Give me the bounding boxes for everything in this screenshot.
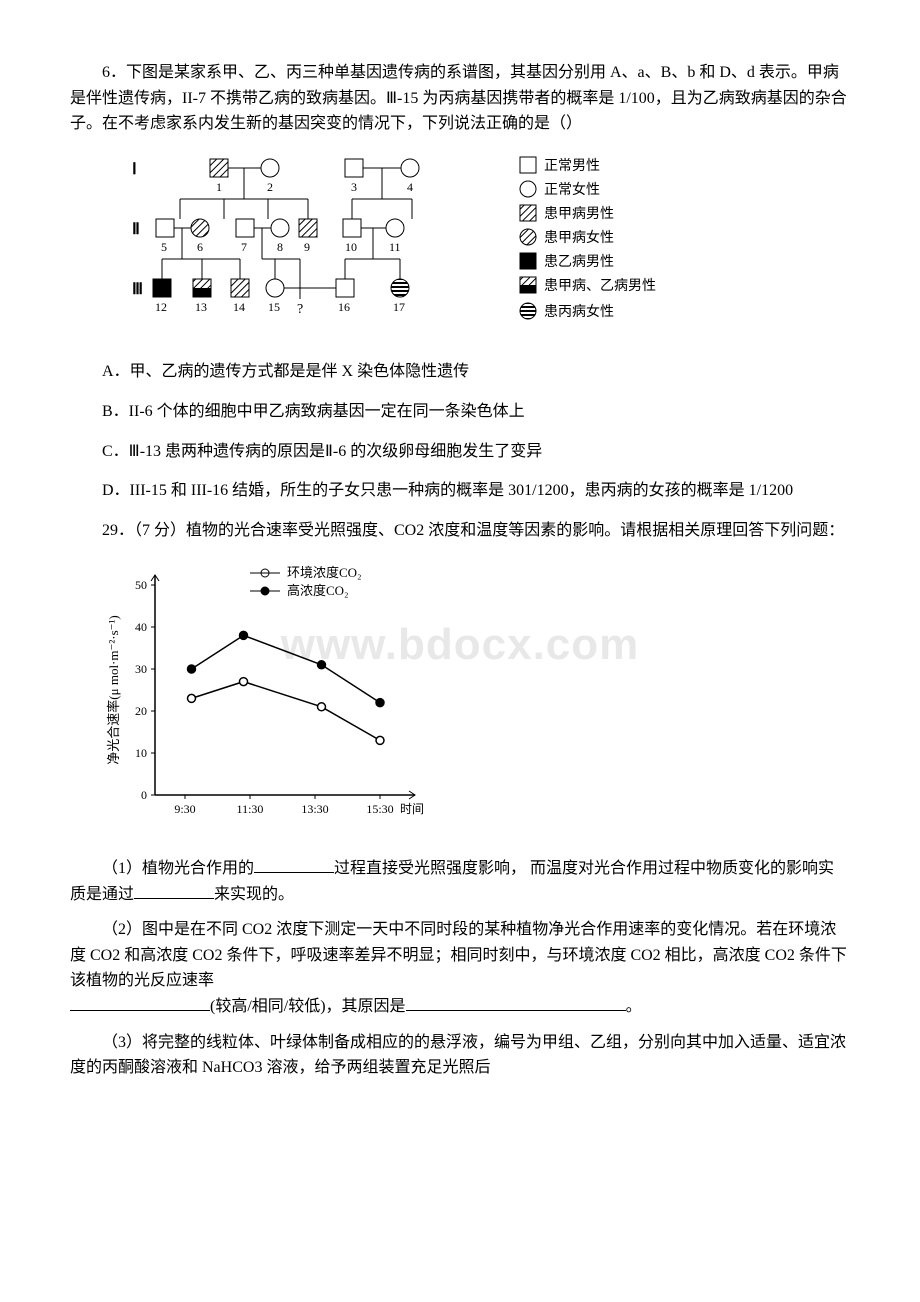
q29-p2: （2）图中是在不同 CO2 浓度下测定一天中不同时段的某种植物净光合作用速率的变… (70, 917, 850, 1019)
gen-label-2: Ⅱ (132, 221, 140, 238)
num-5: 5 (161, 240, 167, 254)
legend-a-female: 患甲病女性 (544, 229, 614, 246)
i3 (345, 159, 363, 177)
ii7 (236, 219, 254, 237)
svg-text:40: 40 (135, 620, 147, 634)
num-9: 9 (304, 240, 310, 254)
num-4: 4 (407, 180, 413, 194)
blank-1 (254, 872, 334, 873)
q29-p2b: (较高/相同/较低)，其原因是 (210, 998, 406, 1015)
question-mark: ? (297, 302, 303, 317)
svg-text:时间: 时间 (400, 802, 424, 816)
num-1: 1 (216, 180, 222, 194)
num-3: 3 (351, 180, 357, 194)
q6-options: A．甲、乙病的遗传方式都是是伴 X 染色体隐性遗传 B．II-6 个体的细胞中甲… (70, 359, 850, 503)
num-7: 7 (241, 240, 247, 254)
num-13: 13 (195, 300, 207, 314)
legend-normal-male: 正常男性 (544, 158, 600, 174)
svg-text:15:30: 15:30 (366, 802, 393, 816)
q29-p2c: 。 (626, 998, 642, 1015)
ii10 (343, 219, 361, 237)
document-content: 6．下图是某家系甲、乙、丙三种单基因遗传病的系谱图，其基因分别用 A、a、B、b… (70, 60, 850, 1081)
i1 (210, 159, 228, 177)
num-15: 15 (268, 300, 280, 314)
num-6: 6 (197, 240, 203, 254)
blank-2 (134, 898, 214, 899)
num-2: 2 (267, 180, 273, 194)
svg-text:13:30: 13:30 (301, 802, 328, 816)
ii8 (271, 219, 289, 237)
svg-text:50: 50 (135, 578, 147, 592)
gen-label-1: Ⅰ (132, 161, 137, 178)
svg-text:11:30: 11:30 (237, 802, 264, 816)
iii14 (231, 279, 249, 297)
i4 (401, 159, 419, 177)
pedigree-figure: Ⅰ Ⅱ Ⅲ 1 2 3 4 (120, 149, 850, 348)
q6-option-b: B．II-6 个体的细胞中甲乙病致病基因一定在同一条染色体上 (70, 399, 850, 425)
legend-normal-female: 正常女性 (544, 181, 600, 198)
svg-text:净光合速率(μ mol·m⁻²·s⁻¹): 净光合速率(μ mol·m⁻²·s⁻¹) (106, 616, 121, 765)
legend-b-male: 患乙病男性 (544, 254, 614, 270)
legend-a-male: 患甲病男性 (544, 206, 614, 222)
blank-3 (70, 1010, 210, 1011)
blank-4 (406, 1010, 626, 1011)
ii6 (191, 219, 209, 237)
svg-text:9:30: 9:30 (174, 802, 195, 816)
ii9 (299, 219, 317, 237)
num-8: 8 (277, 240, 283, 254)
q29-p1c: 来实现的。 (214, 886, 294, 903)
legend: 正常男性 正常女性 患甲病男性 患甲病女性 患乙病男性 患甲病、乙病男性 患丙病… (520, 157, 656, 320)
i2 (261, 159, 279, 177)
q6-stem: 6．下图是某家系甲、乙、丙三种单基因遗传病的系谱图，其基因分别用 A、a、B、b… (70, 60, 850, 137)
q29-stem: 29．（7 分）植物的光合速率受光照强度、CO2 浓度和温度等因素的影响。请根据… (70, 518, 850, 544)
num-11: 11 (389, 240, 401, 254)
legend-ab-male: 患甲病、乙病男性 (544, 278, 656, 294)
gen-label-3: Ⅲ (132, 281, 143, 298)
svg-text:0: 0 (141, 788, 147, 802)
svg-text:高浓度CO₂: 高浓度CO₂ (287, 583, 349, 598)
chart-svg: 0 10 20 30 40 50 9:30 11:30 13:30 15:30 时间 净光合速率(μ … (100, 555, 440, 835)
iii15 (266, 279, 284, 297)
num-14: 14 (233, 300, 245, 314)
num-16: 16 (338, 300, 350, 314)
q29-p1: （1）植物光合作用的过程直接受光照强度影响， 而温度对光合作用过程中物质变化的影… (70, 856, 850, 907)
q6-option-c: C．Ⅲ-13 患两种遗传病的原因是Ⅱ-6 的次级卵母细胞发生了变异 (70, 439, 850, 465)
q6-option-d: D．III-15 和 III-16 结婚，所生的子女只患一种病的概率是 301/… (70, 478, 850, 504)
ii11 (386, 219, 404, 237)
q29-p1a: （1）植物光合作用的 (102, 860, 254, 877)
q29-p2a: （2）图中是在不同 CO2 浓度下测定一天中不同时段的某种植物净光合作用速率的变… (70, 921, 847, 989)
ii5 (156, 219, 174, 237)
iii17 (391, 279, 409, 297)
svg-text:30: 30 (135, 662, 147, 676)
pedigree-svg: Ⅰ Ⅱ Ⅲ 1 2 3 4 (120, 149, 680, 339)
legend-c-female: 患丙病女性 (544, 303, 614, 320)
iii16 (336, 279, 354, 297)
num-10: 10 (345, 240, 357, 254)
q6-option-a: A．甲、乙病的遗传方式都是是伴 X 染色体隐性遗传 (70, 359, 850, 385)
num-17: 17 (393, 300, 405, 314)
photosynthesis-chart: 0 10 20 30 40 50 9:30 11:30 13:30 15:30 时间 净光合速率(μ … (100, 555, 850, 844)
svg-text:环境浓度CO₂: 环境浓度CO₂ (287, 565, 362, 580)
iii12 (153, 279, 171, 297)
svg-text:20: 20 (135, 704, 147, 718)
num-12: 12 (155, 300, 167, 314)
q29-p3: （3）将完整的线粒体、叶绿体制备成相应的的悬浮液，编号为甲组、乙组，分别向其中加… (70, 1030, 850, 1081)
svg-text:10: 10 (135, 746, 147, 760)
